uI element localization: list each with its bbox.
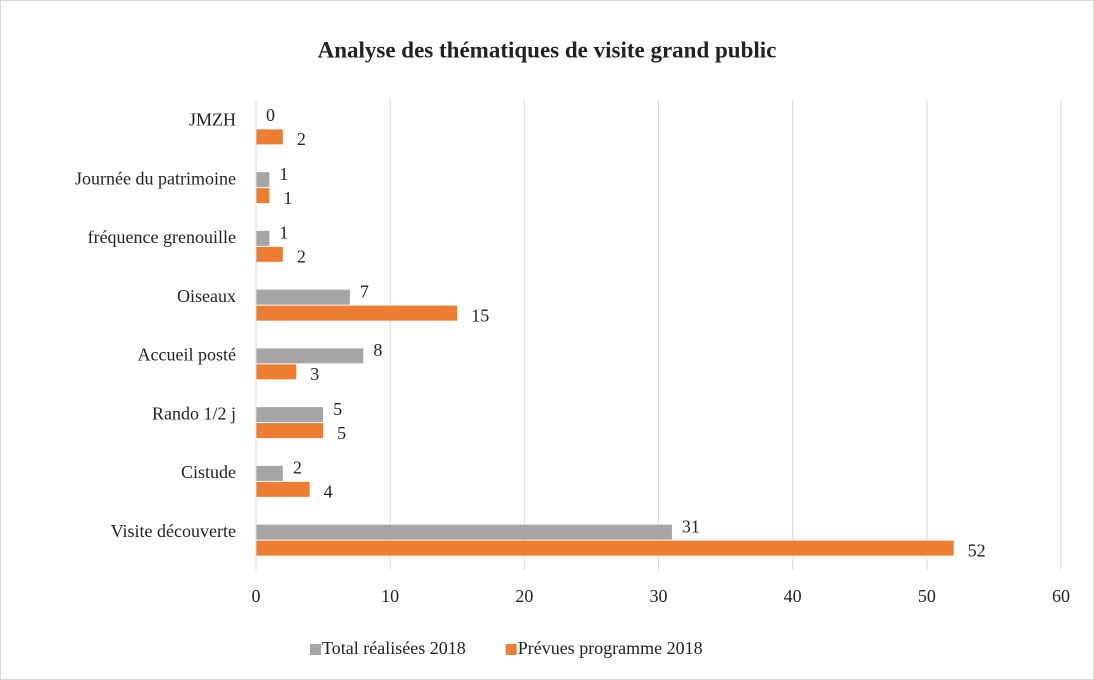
bar [256, 230, 270, 246]
bar [256, 465, 283, 481]
data-label: 3 [310, 364, 319, 384]
data-label: 7 [360, 281, 369, 301]
legend-swatch [310, 644, 321, 655]
y-tick-label: JMZH [189, 110, 236, 130]
x-tick-label: 50 [918, 586, 936, 606]
bar [256, 289, 350, 305]
chart-title: Analyse des thématiques de visite grand … [318, 37, 777, 62]
x-tick-label: 60 [1052, 586, 1070, 606]
data-label: 1 [279, 223, 288, 243]
legend-label: Prévues programme 2018 [518, 638, 703, 658]
bar [256, 524, 672, 540]
data-label: 4 [324, 482, 333, 502]
bar [256, 188, 270, 204]
data-label: 2 [297, 129, 306, 149]
bar [256, 407, 324, 423]
legend-swatch [505, 644, 517, 655]
bar [256, 364, 297, 380]
x-tick-label: 0 [252, 586, 261, 606]
bar [256, 172, 270, 188]
data-label: 8 [373, 340, 382, 360]
data-label: 1 [283, 188, 292, 208]
bar [256, 305, 458, 321]
data-label: 2 [293, 458, 302, 478]
x-tick-label: 30 [650, 586, 668, 606]
data-label: 31 [682, 516, 700, 536]
bar [256, 348, 364, 364]
data-label: 2 [297, 247, 306, 267]
bar [256, 540, 954, 556]
bar [256, 246, 283, 262]
data-label: 5 [337, 423, 346, 443]
data-label: 0 [266, 105, 275, 125]
data-label: 52 [968, 540, 986, 560]
data-label: 1 [279, 164, 288, 184]
y-tick-label: Rando 1/2 j [152, 403, 236, 423]
y-tick-label: Journée du patrimoine [75, 168, 236, 188]
y-tick-label: Accueil posté [138, 345, 236, 365]
x-tick-label: 40 [784, 586, 802, 606]
bar [256, 481, 310, 497]
y-tick-label: Oiseaux [177, 286, 236, 306]
data-label: 15 [471, 305, 489, 325]
data-label: 5 [333, 399, 342, 419]
x-tick-label: 10 [381, 586, 399, 606]
y-tick-label: fréquence grenouille [88, 227, 236, 247]
y-tick-label: Cistude [181, 462, 236, 482]
bar [256, 423, 324, 439]
y-tick-label: Visite découverte [111, 521, 236, 541]
x-tick-label: 20 [515, 586, 533, 606]
bar [256, 129, 283, 145]
legend-label: Total réalisées 2018 [322, 638, 466, 658]
